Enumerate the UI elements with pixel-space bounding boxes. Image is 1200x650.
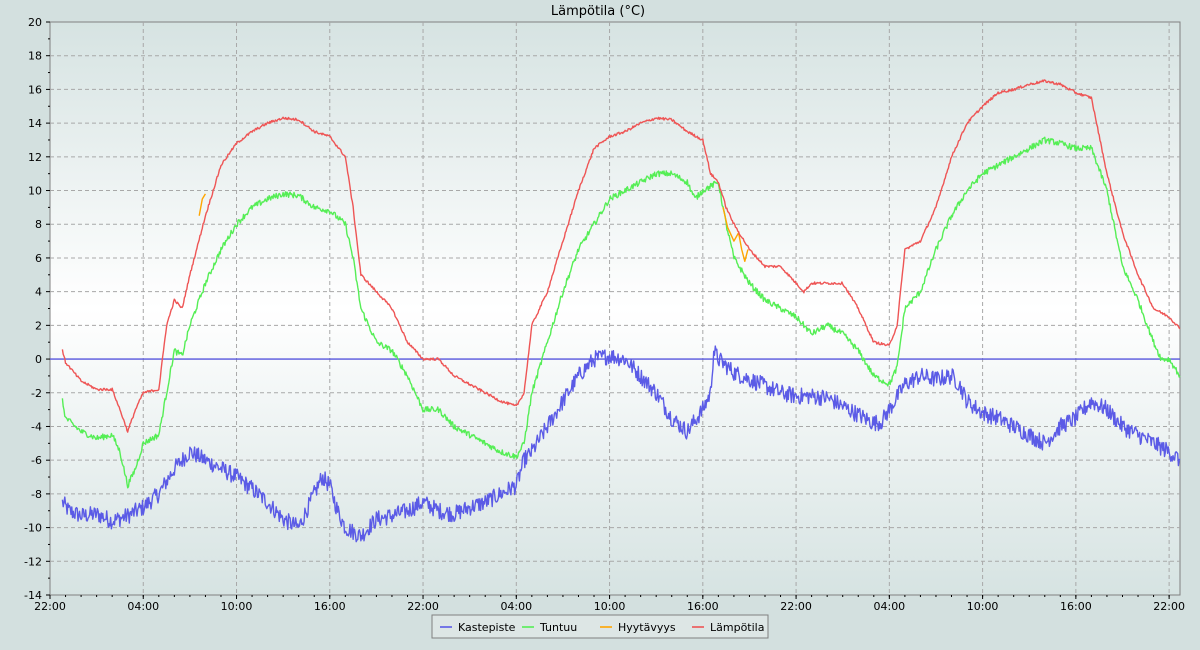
y-tick-label: -6	[31, 454, 42, 467]
y-tick-label: 16	[28, 83, 42, 96]
series-lines	[61, 79, 1181, 543]
x-tick-label: 22:00	[34, 600, 66, 613]
series-line-hyyt-vyys	[198, 193, 206, 216]
y-axis: -14 -12 -10 -8 -6 -4 -2 0 2 4 6 8 10 12 14 16 18 20	[24, 16, 50, 602]
x-tick-label: 16:00	[687, 600, 719, 613]
legend-label: Lämpötila	[710, 621, 764, 634]
y-tick-label: -12	[24, 555, 42, 568]
y-tick-label: 10	[28, 185, 42, 198]
y-tick-label: 14	[28, 117, 42, 130]
plot-area	[49, 21, 1181, 596]
y-tick-label: 6	[35, 252, 42, 265]
chart-title: Lämpötila (°C)	[551, 4, 645, 19]
series-line-kastepiste	[61, 345, 1181, 543]
y-tick-label: -8	[31, 488, 42, 501]
legend-label: Kastepiste	[458, 621, 516, 634]
y-tick-label: -2	[31, 387, 42, 400]
y-tick-label: -10	[24, 522, 42, 535]
x-tick-label: 04:00	[873, 600, 905, 613]
y-tick-label: 8	[35, 218, 42, 231]
y-tick-label: 0	[35, 353, 42, 366]
y-tick-label: 4	[35, 286, 42, 299]
x-tick-label: 22:00	[780, 600, 812, 613]
y-tick-label: -4	[31, 420, 42, 433]
legend-label: Tuntuu	[539, 621, 577, 634]
y-tick-label: 18	[28, 50, 42, 63]
y-tick-label: 12	[28, 151, 42, 164]
x-axis: 22:00 04:00 10:00 16:00 22:00 04:00 10:00 16:00…	[34, 595, 1185, 613]
y-tick-label: -14	[24, 589, 42, 602]
legend-label: Hyytävyys	[618, 621, 676, 634]
x-tick-label: 04:00	[500, 600, 532, 613]
y-tick-label: 20	[28, 16, 42, 29]
y-tick-label: 2	[35, 319, 42, 332]
grid-lines	[50, 22, 1180, 595]
series-line-l-mp-tila	[61, 79, 1181, 433]
series-line-tuntuu	[61, 136, 1181, 489]
x-tick-label: 22:00	[407, 600, 439, 613]
x-tick-label: 04:00	[127, 600, 159, 613]
x-tick-label: 10:00	[967, 600, 999, 613]
x-tick-label: 16:00	[314, 600, 346, 613]
x-tick-label: 10:00	[594, 600, 626, 613]
legend: Kastepiste Tuntuu Hyytävyys Lämpötila	[431, 614, 769, 639]
x-tick-label: 16:00	[1060, 600, 1092, 613]
x-tick-label: 10:00	[221, 600, 253, 613]
x-tick-label: 22:00	[1153, 600, 1185, 613]
